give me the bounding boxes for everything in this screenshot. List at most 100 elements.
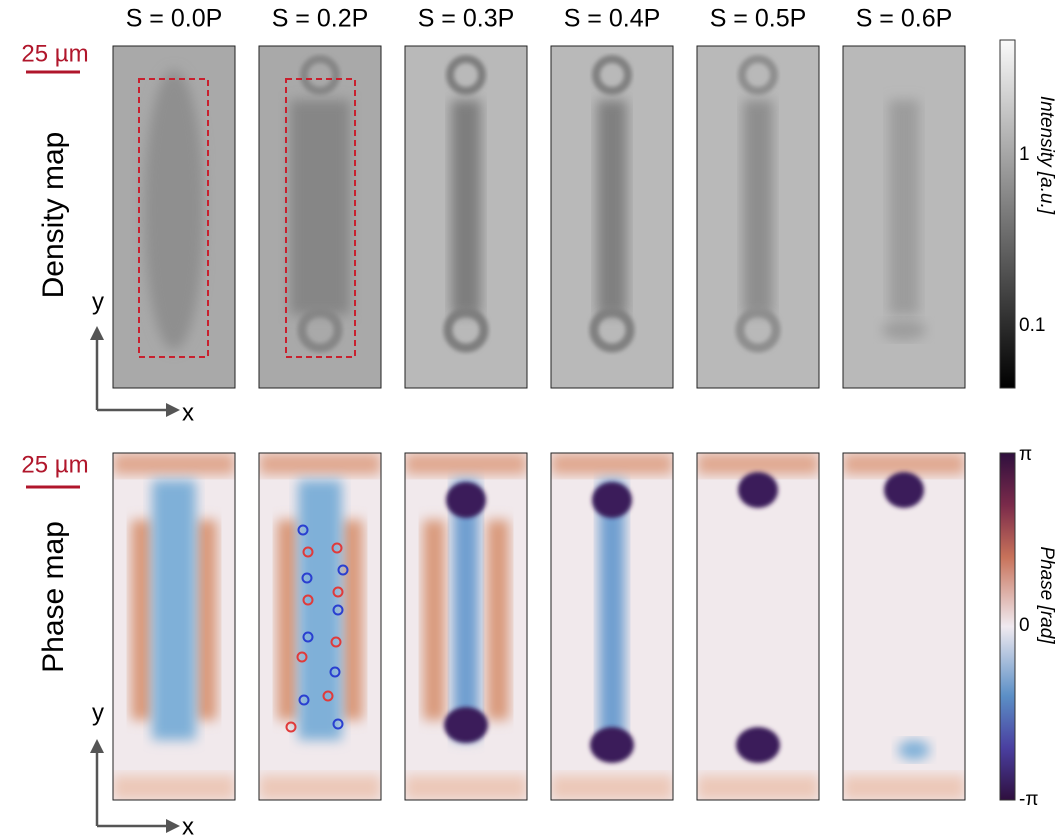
edge	[405, 775, 527, 800]
blob	[597, 100, 627, 315]
colorbar-tick: 1	[1019, 144, 1030, 165]
scale-bar-label: 25 µm	[21, 451, 88, 478]
vortex-marker	[332, 586, 344, 598]
panel-frame	[696, 45, 820, 389]
vortex	[736, 727, 780, 763]
edge	[405, 453, 527, 475]
phase-panel	[551, 453, 673, 800]
vortex	[590, 727, 634, 763]
core	[298, 480, 342, 740]
axis-label: x	[182, 813, 194, 837]
edge	[259, 775, 381, 800]
column-label: S = 0.4P	[564, 5, 661, 33]
blob	[898, 740, 930, 760]
vortex-marker	[302, 594, 314, 606]
core	[599, 480, 625, 740]
ring	[300, 55, 340, 95]
density-panel	[405, 46, 527, 388]
row-label: Density map	[37, 132, 70, 299]
phase-panel	[697, 453, 819, 800]
phase-panel	[259, 453, 381, 800]
panel-frame	[842, 452, 966, 801]
vortex-marker	[296, 651, 308, 663]
phase-panel	[843, 453, 965, 800]
column-label: S = 0.0P	[126, 5, 223, 33]
density-panel	[843, 46, 965, 388]
blob	[451, 100, 481, 315]
blob	[144, 70, 204, 350]
ring	[738, 55, 778, 95]
panel-frame	[550, 45, 674, 389]
panel-frame	[404, 452, 528, 801]
vortex-marker	[331, 542, 343, 554]
colorbar-tick: 0	[1019, 615, 1030, 636]
blob	[290, 100, 350, 315]
vortex-marker	[301, 572, 313, 584]
vortex-marker	[332, 718, 344, 730]
vortex	[592, 482, 632, 518]
colorbar-tick: -π	[1019, 789, 1038, 810]
vortex	[446, 482, 486, 518]
colorbar	[999, 39, 1016, 389]
ring	[297, 307, 343, 353]
density-panel	[259, 46, 381, 388]
row-label: Phase map	[37, 521, 70, 673]
vortex	[884, 472, 924, 508]
colorbar-tick: π	[1019, 444, 1032, 465]
stripe	[131, 520, 153, 720]
vortex-marker	[297, 524, 309, 536]
ring	[592, 55, 632, 95]
colorbar-label: Intensity [a.u.]	[1036, 96, 1057, 215]
roi-box	[138, 78, 209, 358]
stripe	[277, 520, 299, 720]
blob	[743, 100, 773, 315]
vortex-marker	[337, 564, 349, 576]
core	[453, 480, 479, 740]
axis-label: y	[92, 699, 104, 726]
stripe	[487, 520, 509, 720]
column-label: S = 0.3P	[418, 5, 515, 33]
phase-panel	[113, 453, 235, 800]
vortex-marker	[322, 690, 334, 702]
colorbar-tick: 0.1	[1019, 315, 1045, 336]
column-label: S = 0.2P	[272, 5, 369, 33]
edge	[551, 775, 673, 800]
panel-bg	[843, 453, 965, 800]
colorbar	[999, 452, 1016, 801]
panel-frame	[258, 452, 382, 801]
stripe	[341, 520, 363, 720]
panel-frame	[258, 45, 382, 389]
vortex-marker	[298, 694, 310, 706]
axis-label: y	[92, 288, 104, 315]
column-label: S = 0.6P	[856, 5, 953, 33]
panel-frame	[112, 45, 236, 389]
roi-box	[285, 78, 356, 358]
stripe	[195, 520, 217, 720]
edge	[843, 453, 965, 475]
ring	[589, 307, 635, 353]
edge	[697, 453, 819, 475]
phase-panel	[405, 453, 527, 800]
vortex-marker	[332, 604, 344, 616]
colorbar-label: Phase [rad]	[1036, 546, 1057, 644]
density-panel	[697, 46, 819, 388]
panel-frame	[842, 45, 966, 389]
panel-frame	[404, 45, 528, 389]
panel-frame	[696, 452, 820, 801]
ring	[735, 307, 781, 353]
axes-arrows	[90, 326, 180, 833]
vortex-marker	[329, 666, 341, 678]
vortex-marker	[285, 721, 297, 733]
stripe	[423, 520, 445, 720]
column-label: S = 0.5P	[710, 5, 807, 33]
blob	[889, 100, 919, 315]
edge	[113, 453, 235, 475]
panel-frame	[550, 452, 674, 801]
edge	[259, 453, 381, 475]
scale-bar-label: 25 µm	[21, 40, 88, 67]
edge	[843, 775, 965, 800]
blob	[882, 320, 926, 340]
vortex	[444, 707, 488, 743]
edge	[551, 453, 673, 475]
